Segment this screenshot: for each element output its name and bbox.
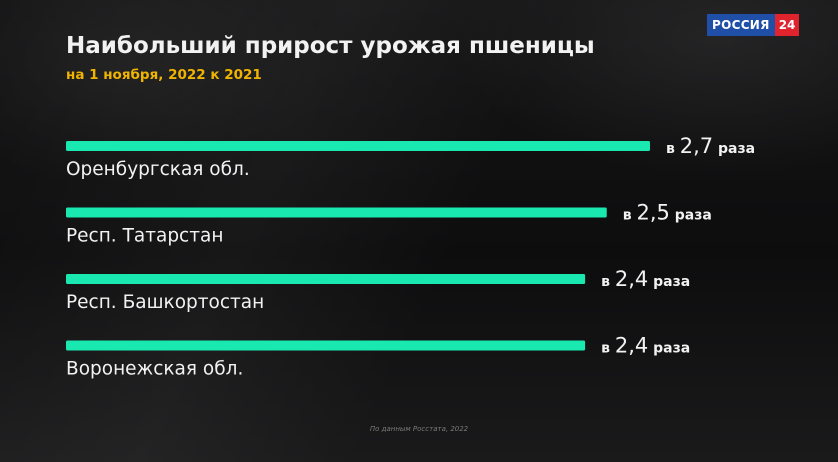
category-label: Оренбургская обл. <box>66 159 250 180</box>
bar <box>66 274 586 284</box>
channel-logo-number: 24 <box>774 14 800 36</box>
chart-subtitle: на 1 ноября, 2022 к 2021 <box>66 67 262 83</box>
bar <box>66 141 650 151</box>
value-label: в 2,7 раза <box>666 134 755 158</box>
bar <box>66 340 586 351</box>
value-label: в 2,4 раза <box>601 334 690 358</box>
source-note: По данным Росстата, 2022 <box>369 425 469 433</box>
category-label: Воронежская обл. <box>66 359 243 380</box>
channel-logo-name: РОССИЯ <box>707 14 775 36</box>
chart-title: Наибольший прирост урожая пшеницы <box>66 33 595 59</box>
channel-logo: РОССИЯ 24 <box>707 14 800 36</box>
value-label: в 2,4 раза <box>601 267 690 291</box>
bar <box>66 207 607 218</box>
value-label: в 2,5 раза <box>623 201 712 225</box>
category-label: Респ. Башкортостан <box>66 292 264 313</box>
category-label: Респ. Татарстан <box>66 226 223 247</box>
